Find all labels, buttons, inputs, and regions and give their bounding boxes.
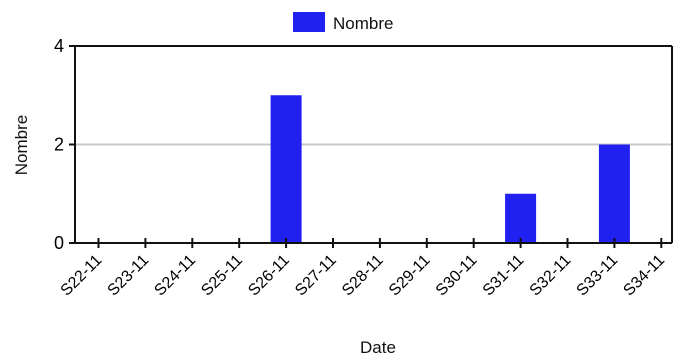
x-axis-title: Date [360, 338, 396, 356]
x-tick-label: S31-11 [480, 252, 528, 300]
y-tick-labels: 0 2 4 [54, 36, 75, 253]
x-tick-label: S33-11 [574, 252, 622, 300]
x-tick-label: S25-11 [198, 252, 246, 300]
x-tick-label: S22-11 [58, 252, 106, 300]
x-tick-label: S24-11 [151, 252, 199, 300]
y-tick-label: 2 [54, 135, 64, 155]
y-axis-title: Nombre [12, 115, 31, 175]
x-tick-label: S23-11 [105, 252, 153, 300]
legend-label: Nombre [333, 14, 393, 33]
y-tick-label: 4 [54, 36, 64, 56]
x-tick-label: S30-11 [433, 252, 481, 300]
x-tick-label: S34-11 [620, 252, 668, 300]
x-tick-label: S28-11 [339, 252, 387, 300]
bar-S26-11 [270, 95, 302, 243]
bar-S31-11 [505, 193, 537, 243]
bar-S33-11 [598, 144, 630, 243]
x-tick-label: S26-11 [245, 252, 293, 300]
y-tick-label: 0 [54, 233, 64, 253]
x-tick-label: S29-11 [386, 252, 434, 300]
bars [270, 95, 630, 243]
legend-swatch [293, 12, 325, 32]
x-tick-label: S27-11 [292, 252, 340, 300]
x-tick-label: S32-11 [527, 252, 575, 300]
x-tick-labels: S22-11 S23-11 S24-11 S25-11 S26-11 S27-11 S28-… [58, 238, 668, 300]
legend: Nombre [293, 12, 393, 33]
